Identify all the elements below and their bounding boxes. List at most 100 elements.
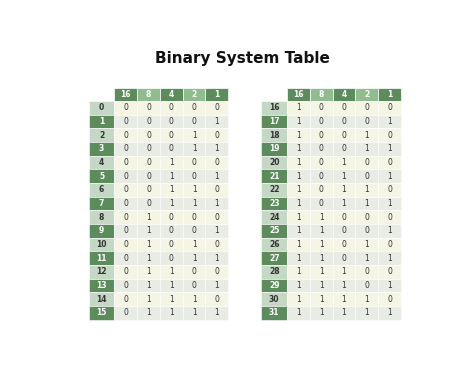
Bar xyxy=(261,210,287,224)
Bar xyxy=(205,142,228,156)
Bar xyxy=(89,87,114,101)
Bar xyxy=(114,251,137,265)
Text: 0: 0 xyxy=(387,295,392,304)
Bar xyxy=(137,306,160,320)
Text: 0: 0 xyxy=(191,281,197,290)
Text: 1: 1 xyxy=(365,131,369,140)
Bar xyxy=(261,265,287,279)
Text: 16: 16 xyxy=(269,104,280,112)
Text: 0: 0 xyxy=(146,117,151,126)
Text: 0: 0 xyxy=(342,213,346,222)
Bar xyxy=(160,251,182,265)
Text: 1: 1 xyxy=(191,254,197,263)
Text: 1: 1 xyxy=(296,172,301,181)
Bar xyxy=(378,101,401,115)
Text: 0: 0 xyxy=(365,213,369,222)
Text: 7: 7 xyxy=(99,199,104,208)
Text: 1: 1 xyxy=(342,158,346,167)
Text: 11: 11 xyxy=(96,254,107,263)
Bar xyxy=(205,292,228,306)
Bar xyxy=(137,101,160,115)
Text: 1: 1 xyxy=(365,145,369,153)
Bar xyxy=(356,115,378,128)
Text: 0: 0 xyxy=(123,213,128,222)
Bar xyxy=(310,265,333,279)
Bar xyxy=(114,87,137,101)
Text: 0: 0 xyxy=(387,240,392,249)
Bar xyxy=(261,101,287,115)
Bar xyxy=(89,265,114,279)
Text: 1: 1 xyxy=(319,227,324,235)
Text: 1: 1 xyxy=(169,172,174,181)
Bar xyxy=(137,183,160,197)
Text: 6: 6 xyxy=(99,186,104,194)
Text: 13: 13 xyxy=(96,281,107,290)
Bar xyxy=(182,238,205,251)
Text: 0: 0 xyxy=(319,104,324,112)
Text: 0: 0 xyxy=(169,145,174,153)
Bar xyxy=(182,183,205,197)
Text: Binary System Table: Binary System Table xyxy=(155,51,330,66)
Text: 1: 1 xyxy=(342,295,346,304)
Bar xyxy=(378,169,401,183)
Bar xyxy=(89,101,114,115)
Bar xyxy=(137,279,160,292)
Text: 1: 1 xyxy=(365,295,369,304)
Text: 1: 1 xyxy=(169,158,174,167)
Bar xyxy=(114,279,137,292)
Text: 16: 16 xyxy=(293,90,304,99)
Bar xyxy=(378,292,401,306)
Bar xyxy=(333,169,356,183)
Text: 0: 0 xyxy=(319,186,324,194)
Bar xyxy=(89,183,114,197)
Text: 25: 25 xyxy=(269,227,279,235)
Bar xyxy=(287,238,310,251)
Text: 1: 1 xyxy=(387,90,392,99)
Bar xyxy=(333,115,356,128)
Text: 1: 1 xyxy=(342,186,346,194)
Bar xyxy=(114,306,137,320)
Text: 1: 1 xyxy=(296,131,301,140)
Text: 0: 0 xyxy=(146,104,151,112)
Bar xyxy=(310,251,333,265)
Text: 0: 0 xyxy=(365,158,369,167)
Bar xyxy=(137,238,160,251)
Text: 1: 1 xyxy=(214,254,219,263)
Text: 1: 1 xyxy=(191,295,197,304)
Bar xyxy=(310,183,333,197)
Bar xyxy=(356,101,378,115)
Bar xyxy=(310,224,333,238)
Text: 0: 0 xyxy=(214,104,219,112)
Text: 0: 0 xyxy=(146,172,151,181)
Bar xyxy=(261,238,287,251)
Text: 0: 0 xyxy=(214,268,219,276)
Text: 0: 0 xyxy=(387,268,392,276)
Bar xyxy=(182,210,205,224)
Text: 1: 1 xyxy=(146,227,151,235)
Bar xyxy=(114,169,137,183)
Text: 0: 0 xyxy=(365,281,369,290)
Bar xyxy=(378,265,401,279)
Bar xyxy=(356,224,378,238)
Bar xyxy=(137,251,160,265)
Bar xyxy=(378,87,401,101)
Text: 0: 0 xyxy=(365,117,369,126)
Text: 0: 0 xyxy=(387,186,392,194)
Text: 0: 0 xyxy=(146,199,151,208)
Text: 0: 0 xyxy=(123,254,128,263)
Bar xyxy=(333,238,356,251)
Text: 1: 1 xyxy=(319,254,324,263)
Text: 0: 0 xyxy=(387,213,392,222)
Bar xyxy=(310,197,333,210)
Bar xyxy=(310,306,333,320)
Text: 0: 0 xyxy=(214,240,219,249)
Text: 1: 1 xyxy=(191,199,197,208)
Bar xyxy=(356,279,378,292)
Text: 1: 1 xyxy=(296,227,301,235)
Bar xyxy=(261,128,287,142)
Bar xyxy=(287,101,310,115)
Bar xyxy=(261,115,287,128)
Bar xyxy=(310,238,333,251)
Bar xyxy=(356,251,378,265)
Text: 3: 3 xyxy=(99,145,104,153)
